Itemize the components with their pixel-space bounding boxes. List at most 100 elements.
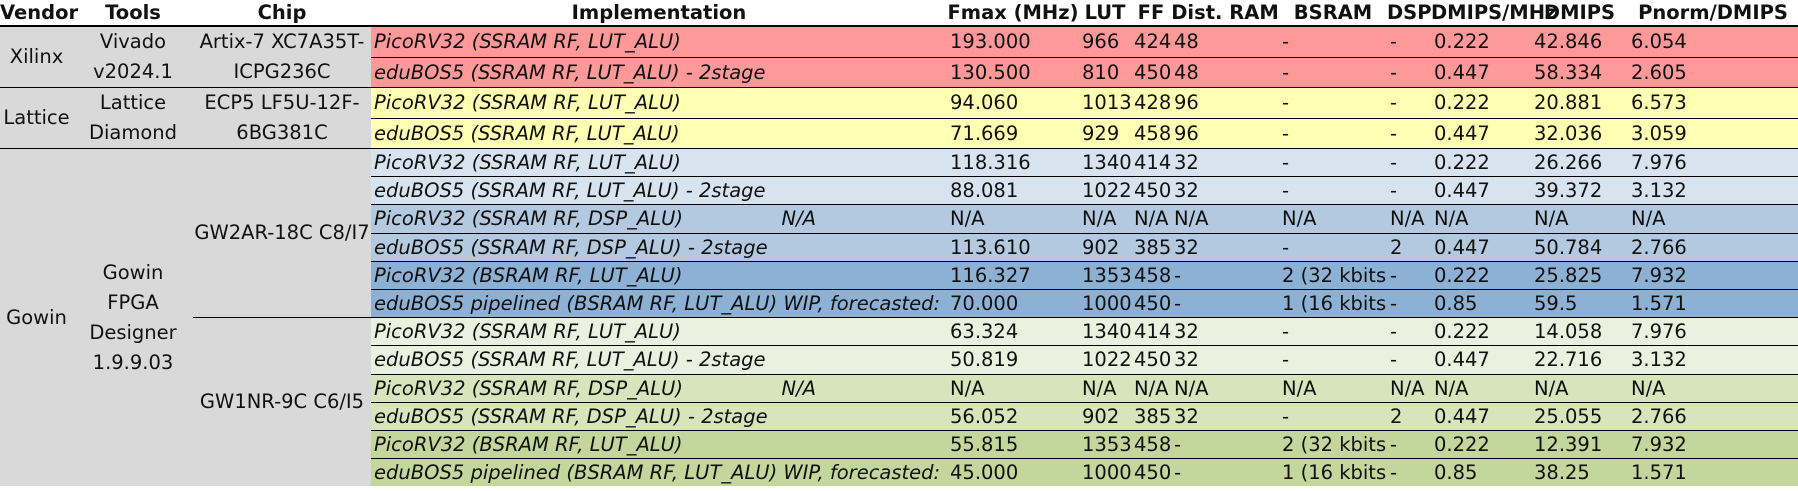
col-header-chip: Chip [193,0,371,27]
dsp-cell: 2 [1387,401,1431,431]
dmips-cell: 38.25 [1531,458,1628,487]
table-row: PicoRV32 (BSRAM RF, LUT_ALU) 116.327 135… [0,260,1798,290]
ff-cell: 458 [1131,117,1171,149]
dist-ram-cell: 48 [1171,56,1279,88]
pnorm-cell: 7.932 [1628,429,1798,459]
dist-ram-cell: 96 [1171,87,1279,118]
col-header-implementation: Implementation [371,0,947,27]
implementation-cell: eduBOS5 (SSRAM RF, LUT_ALU) - 2stage [371,56,947,88]
implementation-label: PicoRV32 (SSRAM RF, LUT_ALU) [374,30,681,54]
pnorm-cell: 2.766 [1628,232,1798,262]
dsp-cell: - [1387,288,1431,318]
dmips-per-mhz-cell: 0.447 [1431,345,1531,374]
dmips-per-mhz-cell: 0.447 [1431,56,1531,88]
bsram-cell: - [1279,317,1387,346]
table-row: eduBOS5 (SSRAM RF, DSP_ALU) - 2stage 113… [0,232,1798,262]
bsram-cell: - [1279,176,1387,205]
pnorm-cell: 1.571 [1628,458,1798,487]
dist-ram-cell: 96 [1171,117,1279,149]
ff-cell: 424 [1131,25,1171,58]
tools-cell: Gowin FPGA Designer 1.9.9.03 [73,148,193,487]
implementation-label: eduBOS5 (SSRAM RF, DSP_ALU) - 2stage [374,235,768,259]
tools-cell: Vivado v2024.1 [73,25,193,88]
implementation-cell: PicoRV32 (SSRAM RF, LUT_ALU) [371,317,947,346]
bsram-cell: - [1279,232,1387,262]
dmips-per-mhz-cell: 0.85 [1431,288,1531,318]
dmips-cell: 59.5 [1531,288,1628,318]
bsram-cell: N/A [1279,373,1387,403]
dmips-cell: 26.266 [1531,147,1628,177]
ff-cell: 450 [1131,288,1171,318]
dist-ram-cell: 32 [1171,345,1279,374]
dist-ram-cell: - [1171,260,1279,290]
fmax-cell: N/A [947,204,1079,234]
implementation-cell: eduBOS5 (SSRAM RF, LUT_ALU) - 2stage [371,176,947,205]
bsram-cell: 1 (16 kbits) [1279,458,1387,487]
bsram-cell: - [1279,147,1387,177]
dmips-per-mhz-cell: 0.447 [1431,232,1531,262]
lut-cell: 1000 [1079,288,1131,318]
table-row: eduBOS5 pipelined (BSRAM RF, LUT_ALU) WI… [0,288,1798,318]
table-row: eduBOS5 (SSRAM RF, LUT_ALU) - 2stage 130… [0,56,1798,88]
dsp-cell: 2 [1387,232,1431,262]
vendor-cell: Gowin [0,148,73,487]
ff-cell: 450 [1131,176,1171,205]
implementation-cell: eduBOS5 (SSRAM RF, DSP_ALU) - 2stage [371,232,947,262]
table-row: Xilinx Vivado v2024.1 Artix-7 XC7A35T-IC… [0,25,1798,88]
dist-ram-cell: N/A [1171,373,1279,403]
table-row: eduBOS5 (SSRAM RF, LUT_ALU) - 2stage 50.… [0,345,1798,374]
implementation-label: eduBOS5 (SSRAM RF, LUT_ALU) - 2stage [374,179,766,203]
lut-cell: 966 [1079,25,1131,58]
bsram-cell: 1 (16 kbits) [1279,288,1387,318]
dmips-per-mhz-cell: 0.222 [1431,147,1531,177]
dist-ram-cell: 32 [1171,232,1279,262]
dist-ram-cell: - [1171,458,1279,487]
implementation-label: PicoRV32 (SSRAM RF, LUT_ALU) [374,91,681,115]
bsram-cell: - [1279,401,1387,431]
fmax-cell: 113.610 [947,232,1079,262]
dsp-cell: - [1387,56,1431,88]
header-row: Vendor Tools Chip Implementation Fmax (M… [0,0,1798,27]
lut-cell: 902 [1079,401,1131,431]
dmips-cell: 42.846 [1531,25,1628,58]
implementation-cell: eduBOS5 (SSRAM RF, LUT_ALU) - 2stage [371,345,947,374]
dmips-per-mhz-cell: 0.222 [1431,87,1531,118]
pnorm-cell: N/A [1628,373,1798,403]
lut-cell: 902 [1079,232,1131,262]
lut-cell: 1022 [1079,345,1131,374]
fmax-cell: N/A [947,373,1079,403]
lut-cell: 1000 [1079,458,1131,487]
bsram-cell: 2 (32 kbits) [1279,429,1387,459]
implementation-cell: eduBOS5 pipelined (BSRAM RF, LUT_ALU) WI… [371,458,947,487]
bsram-cell: - [1279,345,1387,374]
dsp-cell: N/A [1387,204,1431,234]
fmax-cell: 193.000 [947,25,1079,58]
ff-cell: 414 [1131,317,1171,346]
pnorm-cell: 1.571 [1628,288,1798,318]
dist-ram-cell: 32 [1171,401,1279,431]
dsp-cell: - [1387,429,1431,459]
dmips-per-mhz-cell: 0.447 [1431,176,1531,205]
ff-cell: 385 [1131,401,1171,431]
chip-cell: ECP5 LF5U-12F-6BG381C [193,87,371,149]
dmips-cell: 58.334 [1531,56,1628,88]
fmax-cell: 70.000 [947,288,1079,318]
bsram-cell: - [1279,25,1387,58]
implementation-cell: PicoRV32 (BSRAM RF, LUT_ALU) [371,429,947,459]
vendor-cell: Lattice [0,87,73,149]
lut-cell: 929 [1079,117,1131,149]
fmax-cell: 45.000 [947,458,1079,487]
implementation-label: eduBOS5 pipelined (BSRAM RF, LUT_ALU) WI… [374,461,941,485]
implementation-cell: PicoRV32 (SSRAM RF, DSP_ALU) N/A [371,373,947,403]
dmips-per-mhz-cell: 0.222 [1431,317,1531,346]
na-note: N/A [781,207,817,231]
tools-cell: Lattice Diamond [73,87,193,149]
dmips-per-mhz-cell: N/A [1431,204,1531,234]
pnorm-cell: 6.573 [1628,87,1798,118]
fmax-cell: 116.327 [947,260,1079,290]
col-header-tools: Tools [73,0,193,27]
pnorm-cell: 7.976 [1628,147,1798,177]
fmax-cell: 55.815 [947,429,1079,459]
ff-cell: 458 [1131,260,1171,290]
fmax-cell: 88.081 [947,176,1079,205]
